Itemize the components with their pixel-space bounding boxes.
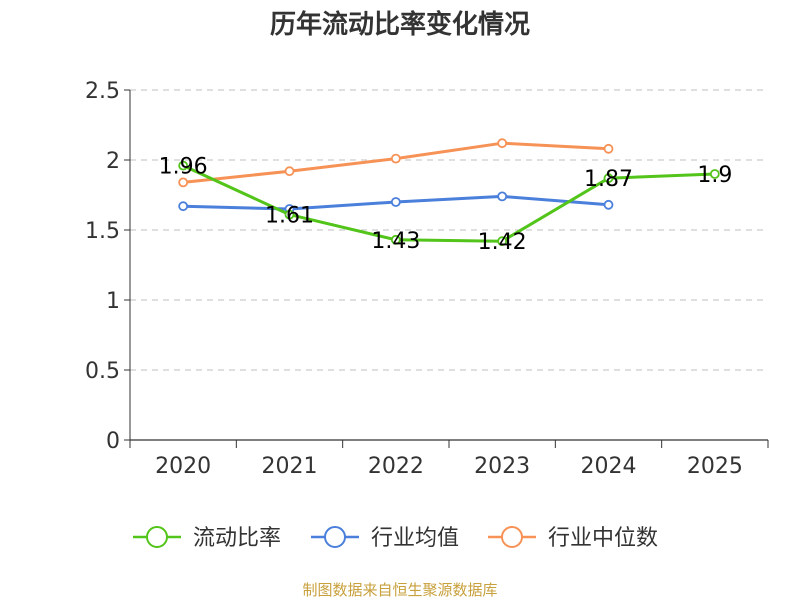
source-note: 制图数据来自恒生聚源数据库	[302, 581, 497, 599]
y-tick-label: 0.5	[85, 359, 120, 384]
legend-swatch-marker	[146, 526, 168, 548]
y-tick-label: 2	[106, 149, 120, 174]
series-point[interactable]	[284, 209, 295, 220]
x-tick-label: 2021	[262, 454, 318, 479]
data-label: 1.61	[265, 204, 314, 229]
legend-swatch-marker	[324, 526, 346, 548]
series-point[interactable]	[284, 166, 295, 177]
chart-title: 历年流动比率变化情况	[270, 9, 530, 40]
x-tick-label: 2022	[368, 454, 424, 479]
data-label: 1.9	[697, 163, 732, 188]
grid-lines	[130, 89, 768, 371]
x-tick-label: 2023	[474, 454, 530, 479]
series-point[interactable]	[603, 199, 614, 210]
y-tick-label: 0	[106, 429, 120, 454]
series-point[interactable]	[497, 138, 508, 149]
x-tick-label: 2020	[155, 454, 211, 479]
data-label: 1.96	[159, 155, 208, 180]
legend-item[interactable]: 行业中位数	[488, 526, 658, 551]
series-point[interactable]	[497, 191, 508, 202]
series-layer	[178, 138, 720, 247]
series-point[interactable]	[178, 201, 189, 212]
legend-label: 行业中位数	[548, 526, 658, 551]
y-tick-label: 2.5	[85, 79, 120, 104]
series-point[interactable]	[178, 177, 189, 188]
series-point[interactable]	[390, 197, 401, 207]
legend-label: 行业均值	[371, 526, 459, 551]
y-tick-label: 1.5	[85, 219, 120, 244]
series-line	[182, 164, 715, 243]
legend-item[interactable]: 行业均值	[311, 526, 459, 551]
legend-swatch-marker	[501, 526, 523, 548]
series-point[interactable]	[390, 153, 401, 164]
series-point[interactable]	[497, 236, 508, 247]
series-point[interactable]	[709, 169, 720, 179]
data-label: 1.87	[584, 167, 633, 192]
series-point[interactable]	[603, 173, 614, 184]
y-tick-label: 1	[106, 289, 120, 314]
data-label: 1.43	[371, 229, 420, 254]
x-tick-label: 2025	[687, 454, 743, 479]
legend-item[interactable]: 流动比率	[133, 526, 281, 551]
legend-label: 流动比率	[193, 526, 281, 551]
x-tick-label: 2024	[581, 454, 637, 479]
legend[interactable]: 流动比率 行业均值 行业中位数	[133, 526, 658, 551]
axes: 0 0.5 1 1.5 2 2.5 2020 2021 2022 2023 2024 2025	[85, 79, 769, 479]
series-point[interactable]	[603, 143, 614, 154]
data-labels: 1.96 1.61 1.43 1.42 1.87 1.9	[159, 155, 733, 256]
series-point[interactable]	[178, 160, 189, 171]
data-label: 1.42	[478, 230, 527, 255]
series-point[interactable]	[390, 234, 401, 245]
